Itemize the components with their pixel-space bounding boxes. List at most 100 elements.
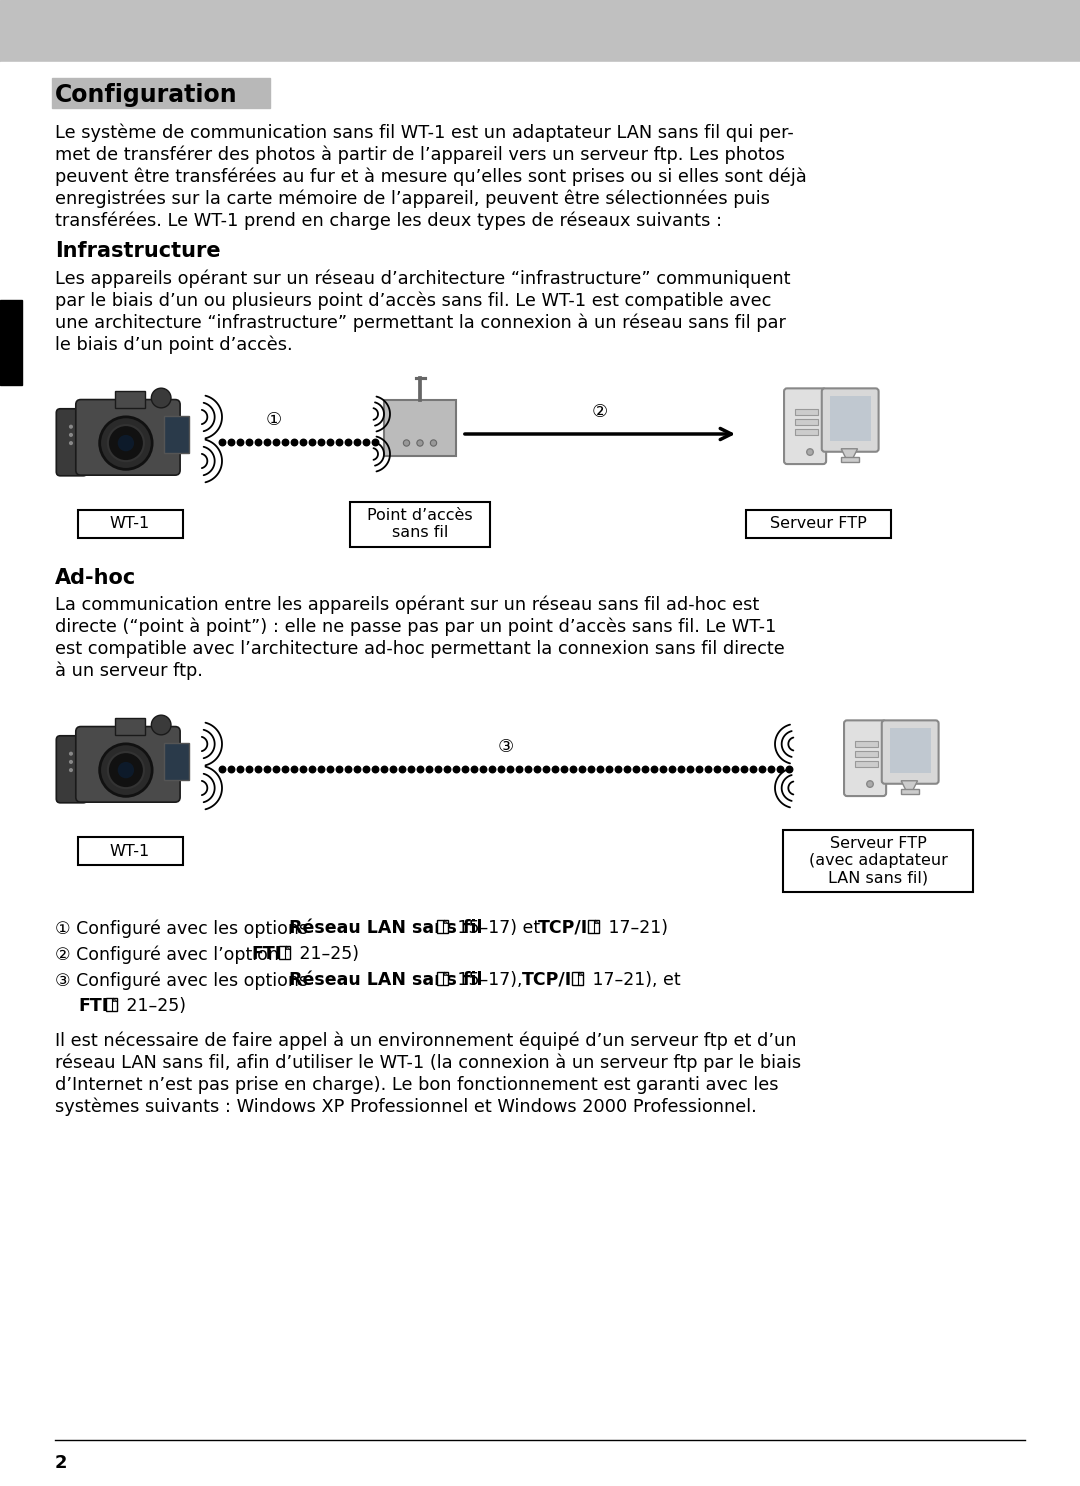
Text: 21–25): 21–25) bbox=[294, 945, 359, 963]
Text: par le biais d’un ou plusieurs point d’accès sans fil. Le WT-1 est compatible av: par le biais d’un ou plusieurs point d’a… bbox=[55, 291, 771, 309]
Text: 17–21), et: 17–21), et bbox=[588, 970, 680, 990]
Circle shape bbox=[118, 762, 134, 779]
Polygon shape bbox=[901, 780, 918, 791]
Text: d’Internet n’est pas prise en charge). Le bon fonctionnement est garanti avec le: d’Internet n’est pas prise en charge). L… bbox=[55, 1076, 779, 1094]
Bar bbox=[279, 947, 291, 958]
Bar bbox=[855, 742, 878, 747]
Point bbox=[744, 756, 761, 780]
Circle shape bbox=[108, 752, 144, 788]
Text: 15–17) et: 15–17) et bbox=[453, 918, 545, 938]
Point bbox=[312, 756, 329, 780]
FancyBboxPatch shape bbox=[56, 736, 87, 802]
Point bbox=[285, 429, 302, 453]
Point bbox=[295, 756, 312, 780]
Text: enregistrées sur la carte mémoire de l’appareil, peuvent être sélectionnées puis: enregistrées sur la carte mémoire de l’a… bbox=[55, 189, 770, 208]
Point bbox=[322, 429, 339, 453]
Polygon shape bbox=[444, 920, 448, 924]
Point bbox=[231, 429, 248, 453]
Circle shape bbox=[69, 441, 73, 446]
Point bbox=[690, 756, 707, 780]
Text: réseau LAN sans fil, afin d’utiliser le WT-1 (la connexion à un serveur ftp par : réseau LAN sans fil, afin d’utiliser le … bbox=[55, 1054, 801, 1073]
Point bbox=[403, 756, 420, 780]
Point bbox=[268, 756, 285, 780]
Point bbox=[222, 756, 240, 780]
Circle shape bbox=[69, 432, 73, 437]
Text: Ad-hoc: Ad-hoc bbox=[55, 568, 136, 588]
Bar bbox=[829, 397, 870, 441]
Point bbox=[430, 756, 447, 780]
Point bbox=[735, 756, 753, 780]
FancyBboxPatch shape bbox=[881, 721, 939, 783]
Point bbox=[330, 429, 348, 453]
Text: Serveur FTP: Serveur FTP bbox=[770, 517, 866, 532]
Text: est compatible avec l’architecture ad-hoc permettant la connexion sans fil direc: est compatible avec l’architecture ad-ho… bbox=[55, 640, 785, 658]
Circle shape bbox=[69, 768, 73, 773]
Bar bbox=[901, 789, 919, 794]
Bar bbox=[0, 300, 22, 385]
FancyBboxPatch shape bbox=[78, 510, 183, 538]
Text: Serveur FTP
(avec adaptateur
LAN sans fil): Serveur FTP (avec adaptateur LAN sans fi… bbox=[809, 837, 947, 886]
Point bbox=[636, 756, 653, 780]
Point bbox=[600, 756, 618, 780]
FancyBboxPatch shape bbox=[78, 837, 183, 865]
Text: ③ Configuré avec les options: ③ Configuré avec les options bbox=[55, 970, 313, 990]
Text: met de transférer des photos à partir de l’appareil vers un serveur ftp. Les pho: met de transférer des photos à partir de… bbox=[55, 146, 785, 163]
Point bbox=[276, 756, 294, 780]
Point bbox=[339, 756, 356, 780]
Text: 21–25): 21–25) bbox=[121, 997, 186, 1015]
Point bbox=[754, 756, 771, 780]
Bar bbox=[164, 743, 189, 780]
Point bbox=[663, 756, 680, 780]
Bar bbox=[572, 972, 583, 985]
Text: Réseau LAN sans fil: Réseau LAN sans fil bbox=[289, 970, 483, 990]
Bar bbox=[116, 718, 145, 736]
Point bbox=[339, 429, 356, 453]
Point bbox=[276, 429, 294, 453]
Text: ② Configuré avec l’option: ② Configuré avec l’option bbox=[55, 945, 284, 963]
Text: ③: ③ bbox=[498, 739, 514, 756]
Point bbox=[654, 756, 672, 780]
Bar bbox=[855, 752, 878, 756]
Text: à un serveur ftp.: à un serveur ftp. bbox=[55, 661, 203, 681]
Bar bbox=[437, 972, 448, 985]
Point bbox=[349, 756, 366, 780]
Point bbox=[582, 756, 599, 780]
Point bbox=[673, 756, 690, 780]
Point bbox=[420, 756, 437, 780]
Bar bbox=[384, 400, 456, 456]
Polygon shape bbox=[595, 920, 599, 924]
Circle shape bbox=[69, 752, 73, 756]
Text: une architecture “infrastructure” permettant la connexion à un réseau sans fil p: une architecture “infrastructure” permet… bbox=[55, 314, 786, 331]
Point bbox=[484, 756, 501, 780]
Bar bbox=[52, 77, 270, 108]
Point bbox=[322, 756, 339, 780]
Point bbox=[285, 756, 302, 780]
Point bbox=[465, 756, 483, 780]
Text: WT-1: WT-1 bbox=[110, 844, 150, 859]
Point bbox=[511, 756, 528, 780]
FancyBboxPatch shape bbox=[822, 388, 879, 452]
Bar bbox=[890, 728, 931, 773]
Text: FTP: FTP bbox=[251, 945, 287, 963]
FancyBboxPatch shape bbox=[784, 388, 826, 464]
FancyBboxPatch shape bbox=[76, 727, 180, 802]
Text: le biais d’un point d’accès.: le biais d’un point d’accès. bbox=[55, 334, 293, 354]
Point bbox=[700, 756, 717, 780]
Point bbox=[546, 756, 564, 780]
Text: Le système de communication sans fil WT-1 est un adaptateur LAN sans fil qui per: Le système de communication sans fil WT-… bbox=[55, 123, 794, 141]
Text: ① Configuré avec les options: ① Configuré avec les options bbox=[55, 918, 313, 938]
Point bbox=[366, 429, 383, 453]
Text: Il est nécessaire de faire appel à un environnement équipé d’un serveur ftp et d: Il est nécessaire de faire appel à un en… bbox=[55, 1031, 797, 1051]
Text: transférées. Le WT-1 prend en charge les deux types de réseaux suivants :: transférées. Le WT-1 prend en charge les… bbox=[55, 211, 723, 229]
Point bbox=[555, 756, 572, 780]
Point bbox=[295, 429, 312, 453]
Point bbox=[538, 756, 555, 780]
Point bbox=[258, 756, 275, 780]
Point bbox=[474, 756, 491, 780]
Point bbox=[619, 756, 636, 780]
Point bbox=[519, 756, 537, 780]
Circle shape bbox=[430, 440, 436, 446]
Point bbox=[717, 756, 734, 780]
FancyBboxPatch shape bbox=[76, 400, 180, 476]
Point bbox=[349, 429, 366, 453]
